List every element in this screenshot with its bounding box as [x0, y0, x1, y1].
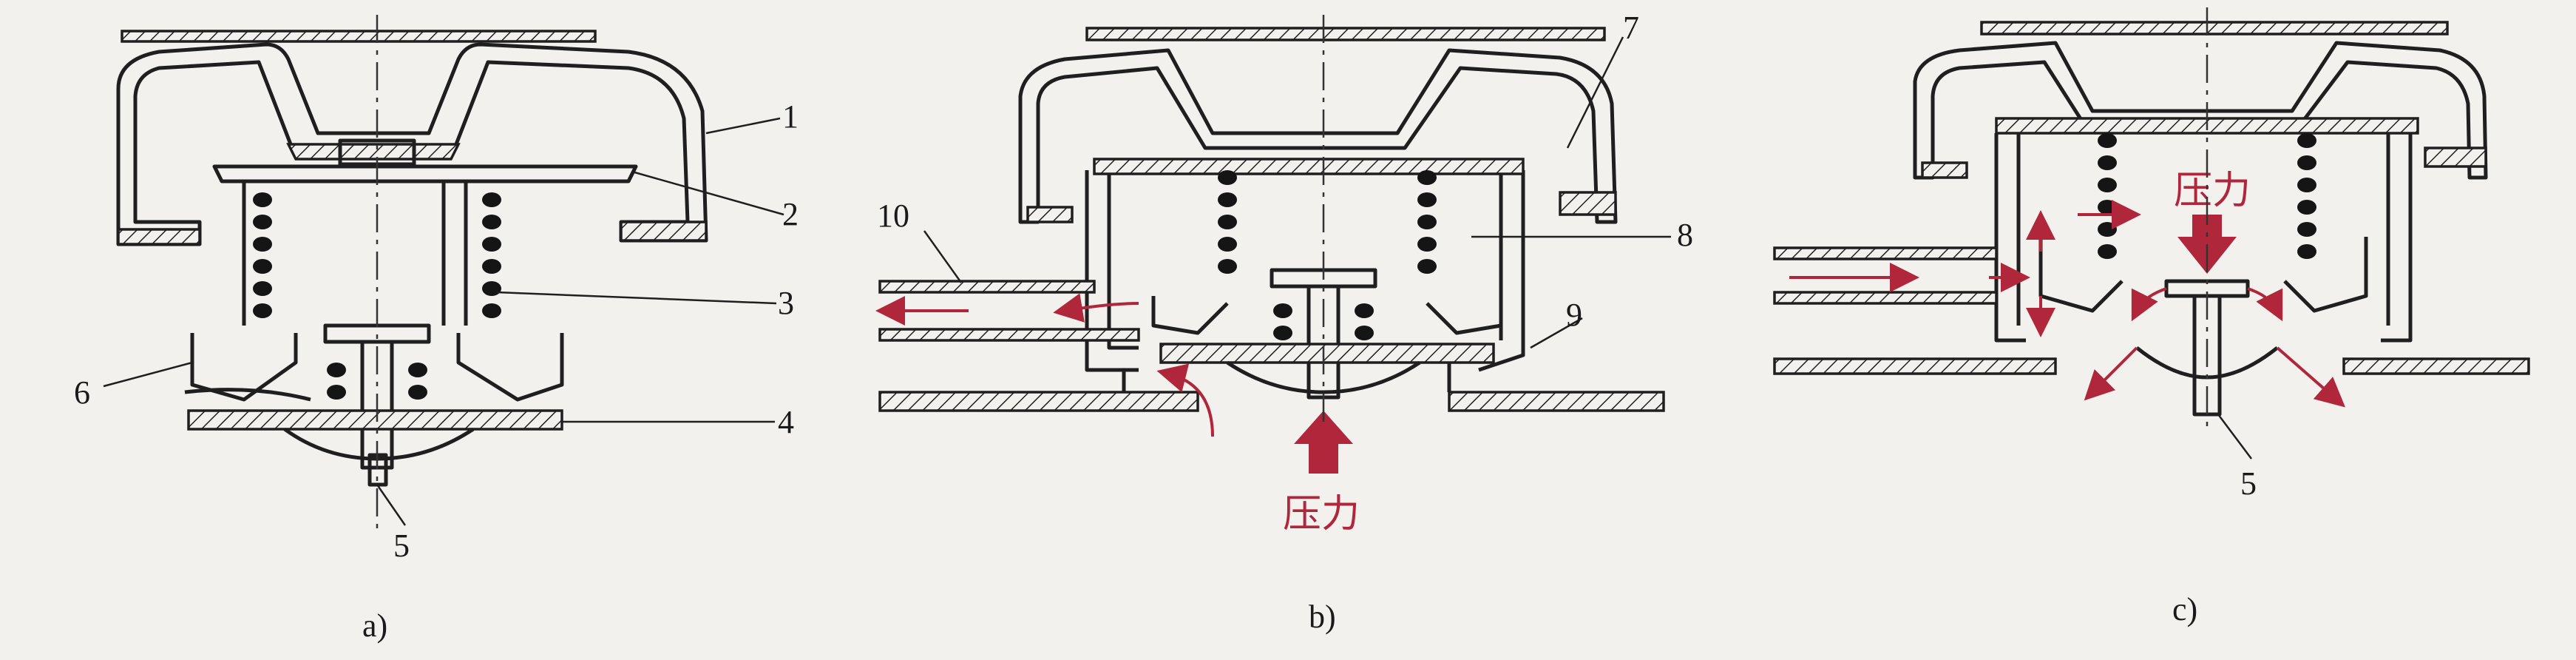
spring-left-b: [1218, 170, 1237, 274]
radiator-base-c: [1773, 357, 2057, 375]
panel-b: 压力 7 8 9 10 b): [875, 10, 1693, 635]
callout-6: 6: [74, 374, 90, 411]
callout-2: 2: [782, 196, 799, 232]
seat-plate-b: [1159, 343, 1495, 364]
flow-arrow-c6: [2276, 346, 2346, 408]
callout-1: 1: [782, 98, 799, 135]
callout-7: 7: [1623, 10, 1639, 46]
callout-5c: 5: [2240, 465, 2257, 502]
callout-10: 10: [877, 198, 909, 234]
cap-dome-b: [1018, 48, 1618, 224]
overflow-tube-b: [878, 280, 1096, 294]
cap-shell-a: [121, 30, 597, 43]
callout-8: 8: [1677, 217, 1693, 253]
callout-5a: 5: [393, 528, 410, 564]
spring-left-c: [2098, 133, 2117, 259]
callout-4: 4: [778, 404, 794, 440]
pressure-label-c: 压力: [2174, 169, 2251, 213]
flow-arrow-c7: [2131, 287, 2167, 322]
seat-plate-a: [187, 409, 563, 431]
callout-3: 3: [778, 285, 794, 321]
flow-arrow-b2: [1053, 293, 1139, 323]
filler-neck-b: [1026, 206, 1074, 223]
spring-right-c: [2297, 133, 2316, 259]
radiator-base-b: [878, 391, 1199, 412]
flow-arrow-b3: [1156, 363, 1214, 437]
caption-b: b): [1309, 599, 1336, 635]
pressure-arrow-b: [1294, 411, 1353, 474]
cap-dome-a: [116, 42, 708, 246]
spring-right-b: [1417, 170, 1437, 274]
inlet-tube-c: [1773, 246, 1998, 260]
spring-plate-a: [286, 143, 461, 161]
caption-c: c): [2172, 591, 2197, 627]
callout-9: 9: [1566, 297, 1582, 333]
caption-a: a): [362, 607, 387, 644]
spring-left-a: [253, 192, 272, 318]
spring-right-a: [482, 192, 501, 318]
panel-c: 压力 5 c): [1773, 7, 2530, 627]
cap-dome-c: [1913, 41, 2488, 180]
panel-a: 1 2 3 4 6 5 a): [74, 15, 799, 644]
flow-arrow-c8: [2247, 287, 2283, 322]
valve-housing-a: [190, 333, 564, 402]
flow-arrow-c5: [2084, 346, 2138, 401]
pressure-label-b: 压力: [1283, 492, 1360, 536]
